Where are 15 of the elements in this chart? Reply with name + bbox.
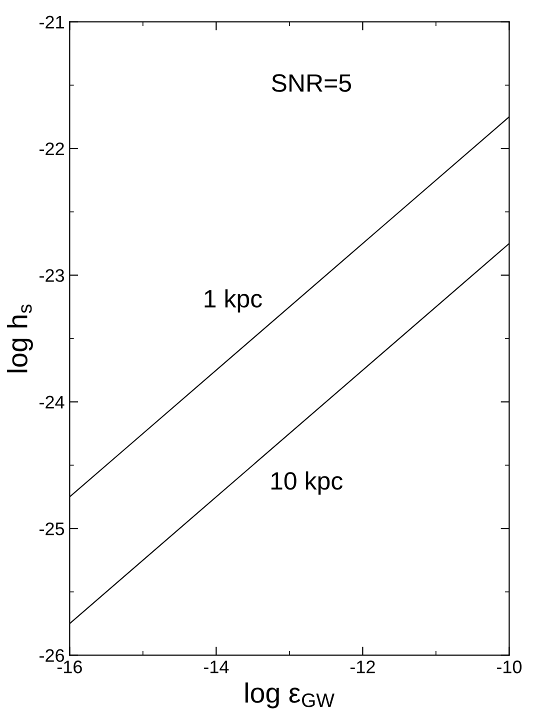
x-tick-label: -14 (204, 660, 229, 674)
annotation: SNR=5 (272, 74, 352, 92)
y-tick-label: -25 (40, 522, 64, 536)
x-tick-label: -10 (496, 660, 522, 674)
y-tick-label: -21 (40, 16, 64, 28)
x-tick-label: -12 (350, 660, 375, 674)
y-tick-label: -22 (40, 142, 64, 156)
x-tick-label: -16 (57, 660, 82, 674)
series-label: 10 kpc (271, 471, 343, 495)
y-tick-label: -26 (40, 649, 64, 662)
y-tick-label: -24 (40, 396, 64, 408)
x-axis-title: log ε$_{GW}$ (245, 682, 334, 708)
y-axis-title: log h$_{s}$ (7, 304, 33, 372)
y-tick-label: -23 (40, 269, 64, 282)
series-label: 1 kpc (204, 289, 262, 313)
